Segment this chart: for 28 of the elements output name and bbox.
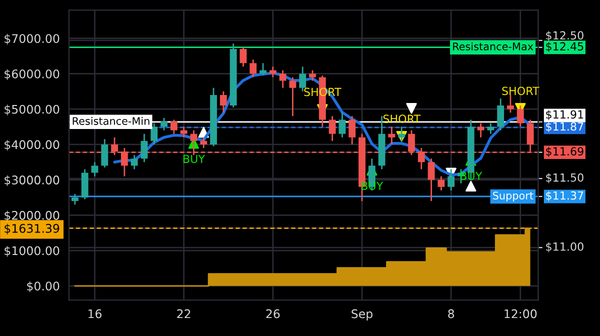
- y2-tick-label: $11.69: [546, 146, 584, 157]
- x-tick-label: 16: [88, 309, 102, 318]
- y2-tick-label: $11.50: [546, 173, 584, 184]
- data-label: SHORT: [502, 86, 540, 96]
- y2-tick-label: $11.00: [546, 242, 584, 252]
- ref-line-label: Resistance-Max: [453, 42, 534, 50]
- x-tick-label: 8: [448, 309, 454, 318]
- y-tick-label: $5000.00: [4, 104, 60, 116]
- y-tick-label: $2000.00: [4, 210, 60, 222]
- y2-tick-label: $11.37: [546, 191, 584, 202]
- x-tick-label: Sep: [352, 309, 372, 320]
- x-tick-label: 12:00: [504, 309, 537, 318]
- y2-tick-label: $11.87: [546, 122, 584, 132]
- y-tick-label: $7000.00: [4, 34, 60, 45]
- y-tick-label: $4000.00: [4, 140, 60, 151]
- x-tick-label: 22: [177, 309, 190, 318]
- y-tick-label: $1631.39: [4, 224, 60, 234]
- ref-line-label: Resistance-Min: [72, 116, 150, 125]
- x-tick-label: 26: [266, 309, 280, 318]
- y2-tick-label: $12.45: [546, 42, 584, 52]
- y-tick-label: $6000.00: [4, 69, 60, 80]
- y-tick-label: $3000.00: [4, 175, 60, 186]
- y2-tick-label: $12.50: [546, 30, 584, 42]
- y-tick-label: $1000.00: [4, 246, 60, 257]
- y2-tick-label: $11.91: [546, 110, 584, 120]
- data-label: BUY: [184, 154, 206, 164]
- y-tick-label: $0.00: [27, 281, 60, 292]
- ref-line-label: Support: [493, 192, 534, 202]
